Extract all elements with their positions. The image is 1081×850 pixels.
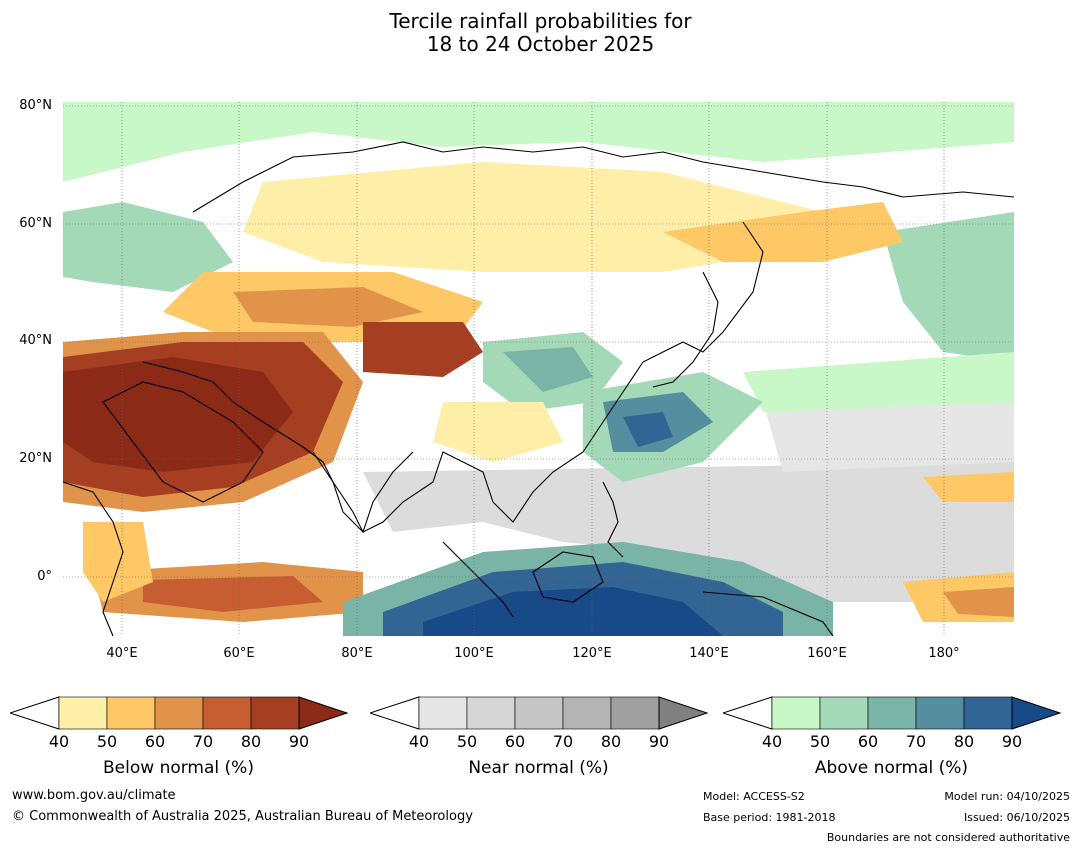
lon-label-140e: 140°E <box>689 646 729 661</box>
above-normal-swatch-70 <box>915 696 965 730</box>
above-normal-arctic <box>63 102 1014 182</box>
above-tick-50: 50 <box>809 732 831 751</box>
graticule <box>63 102 1014 636</box>
near-normal-swatch-80 <box>610 696 660 730</box>
near-tick-60: 60 <box>504 732 526 751</box>
lon-label-40e: 40°E <box>106 646 138 661</box>
coastline-new-guinea <box>702 591 834 636</box>
above-normal-swatch-50 <box>819 696 869 730</box>
lon-label-180: 180° <box>928 646 960 661</box>
above-normal-maritime-peak <box>423 587 723 636</box>
below-normal-swatch-80 <box>250 696 300 730</box>
near-tick-50: 50 <box>456 732 478 751</box>
coastline-india <box>312 451 414 534</box>
above-normal-west <box>63 202 233 292</box>
lon-label-160e: 160°E <box>807 646 847 661</box>
below-normal-indian-ocean-core <box>143 576 323 612</box>
below-normal-pacific-east <box>923 472 1014 502</box>
copyright-notice: © Commonwealth of Australia 2025, Austra… <box>12 809 473 824</box>
above-normal-swatch-80 <box>963 696 1013 730</box>
above-normal-npacific <box>883 212 1014 362</box>
below-normal-swatch-90 <box>298 696 349 730</box>
above-tick-60: 60 <box>857 732 879 751</box>
coastline-africa <box>63 481 124 636</box>
below-normal-title: Below normal (%) <box>103 758 254 778</box>
map-canvas <box>63 102 1014 636</box>
near-tick-70: 70 <box>552 732 574 751</box>
near-normal-swatch-90 <box>658 696 709 730</box>
near-normal-tropics <box>363 462 1014 602</box>
below-normal-arabia-core <box>63 357 293 472</box>
below-normal-central-asia-core <box>233 287 423 327</box>
coastline-philippines <box>602 481 624 558</box>
above-tick-90: 90 <box>1001 732 1023 751</box>
boundary-disclaimer: Boundaries are not considered authoritat… <box>826 831 1070 844</box>
rainfall-probability-map <box>63 102 1014 636</box>
lon-label-60e: 60°E <box>223 646 255 661</box>
lon-label-100e: 100°E <box>454 646 494 661</box>
below-normal-tibet <box>363 322 483 377</box>
coastline-asia <box>142 141 1014 533</box>
below-tick-60: 60 <box>144 732 166 751</box>
below-normal-east-siberia <box>663 202 903 262</box>
coastline-arabia <box>102 381 264 503</box>
below-tick-50: 50 <box>96 732 118 751</box>
above-tick-80: 80 <box>953 732 975 751</box>
below-normal-swatch-50 <box>106 696 156 730</box>
near-tick-90: 90 <box>648 732 670 751</box>
lat-label-20n: 20°N <box>19 451 52 466</box>
near-tick-80: 80 <box>600 732 622 751</box>
near-normal-swatch-70 <box>562 696 612 730</box>
above-normal-title: Above normal (%) <box>814 758 969 778</box>
above-normal-pacific-band <box>743 352 1014 412</box>
above-tick-40: 40 <box>761 732 783 751</box>
coastline-borneo <box>532 551 604 603</box>
near-normal-swatch-40 <box>418 696 468 730</box>
title-line-1: Tercile rainfall probabilities for <box>389 9 692 33</box>
lon-label-120e: 120°E <box>572 646 612 661</box>
coastline-japan <box>652 271 719 388</box>
near-normal-swatch-60 <box>514 696 564 730</box>
title-line-2: 18 to 24 October 2025 <box>426 32 655 56</box>
below-tick-70: 70 <box>192 732 214 751</box>
model-name: Model: ACCESS-S2 <box>703 790 805 803</box>
above-normal-swatch-90 <box>1011 696 1062 730</box>
model-run-date: Model run: 04/10/2025 <box>944 790 1070 803</box>
below-normal-swatch-40 <box>58 696 108 730</box>
above-normal-swatch-40 <box>771 696 821 730</box>
below-normal-colorbar <box>10 696 349 730</box>
near-normal-pacific <box>763 392 1014 472</box>
below-normal-south-pacific-core <box>943 587 1014 617</box>
lat-label-80n: 80°N <box>19 98 52 113</box>
above-normal-taiwan <box>623 412 673 447</box>
map-title: Tercile rainfall probabilities for 18 to… <box>0 10 1081 56</box>
lat-label-60n: 60°N <box>19 216 52 231</box>
base-period: Base period: 1981-2018 <box>703 811 836 824</box>
above-normal-low-extend <box>723 696 773 730</box>
near-normal-low-extend <box>370 696 420 730</box>
near-tick-40: 40 <box>408 732 430 751</box>
lat-label-40n: 40°N <box>19 333 52 348</box>
lon-label-80e: 80°E <box>341 646 373 661</box>
above-tick-70: 70 <box>905 732 927 751</box>
near-normal-colorbar <box>370 696 709 730</box>
issued-date: Issued: 06/10/2025 <box>963 811 1070 824</box>
below-tick-40: 40 <box>48 732 70 751</box>
below-tick-80: 80 <box>240 732 262 751</box>
website-link[interactable]: www.bom.gov.au/climate <box>12 788 176 803</box>
below-normal-south-china <box>433 402 563 462</box>
near-normal-swatch-50 <box>466 696 516 730</box>
above-normal-swatch-60 <box>867 696 917 730</box>
below-tick-90: 90 <box>288 732 310 751</box>
near-normal-title: Near normal (%) <box>468 758 609 778</box>
below-normal-east-africa <box>83 522 153 602</box>
above-normal-colorbar <box>723 696 1062 730</box>
coastline-sumatra <box>442 541 514 618</box>
below-normal-swatch-60 <box>154 696 204 730</box>
lat-label-0: 0° <box>37 569 52 584</box>
below-normal-low-extend <box>10 696 60 730</box>
above-normal-china-core <box>503 347 593 392</box>
below-normal-swatch-70 <box>202 696 252 730</box>
below-normal-siberia <box>243 162 823 272</box>
